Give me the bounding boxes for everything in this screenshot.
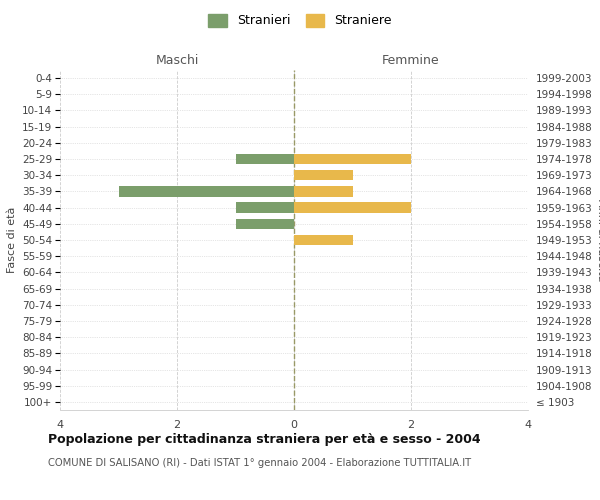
Bar (294, 234, 353, 246)
Y-axis label: Anni di nascita: Anni di nascita (596, 198, 600, 281)
Y-axis label: Fasce di età: Fasce di età (7, 207, 17, 273)
Text: COMUNE DI SALISANO (RI) - Dati ISTAT 1° gennaio 2004 - Elaborazione TUTTITALIA.I: COMUNE DI SALISANO (RI) - Dati ISTAT 1° … (48, 458, 471, 468)
Bar (294, 170, 353, 180)
Legend: Stranieri, Straniere: Stranieri, Straniere (203, 8, 397, 32)
Text: Maschi: Maschi (155, 54, 199, 68)
Bar (294, 202, 411, 213)
Bar (235, 202, 294, 213)
Bar (119, 186, 294, 196)
Bar (294, 154, 411, 164)
Bar (235, 154, 294, 164)
Bar (235, 218, 294, 229)
Bar (294, 186, 353, 196)
Text: Popolazione per cittadinanza straniera per età e sesso - 2004: Popolazione per cittadinanza straniera p… (48, 432, 481, 446)
Text: Femmine: Femmine (382, 54, 440, 68)
